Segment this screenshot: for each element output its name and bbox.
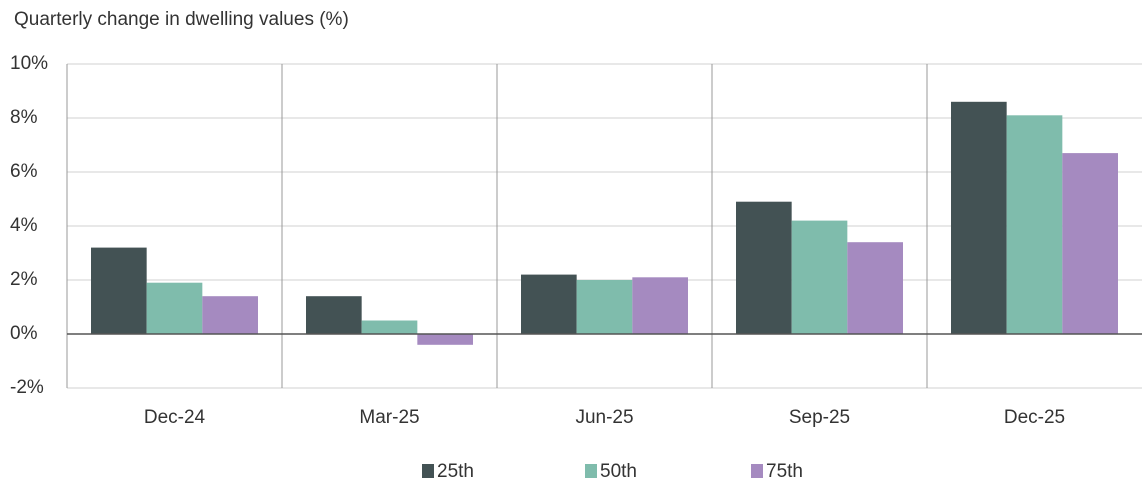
bar	[361, 320, 418, 334]
legend-label: 75th	[766, 461, 803, 481]
y-tick-label: 8%	[10, 107, 38, 128]
y-tick-label: 4%	[10, 215, 38, 236]
bar	[306, 296, 362, 334]
legend-swatch	[422, 464, 434, 478]
bar	[1062, 153, 1118, 334]
chart-title: Quarterly change in dwelling values (%)	[14, 9, 349, 30]
bar	[632, 277, 688, 334]
legend-label: 25th	[437, 461, 474, 481]
y-tick-label: 2%	[10, 269, 38, 290]
x-tick-label: Sep-25	[789, 407, 850, 428]
y-tick-label: -2%	[10, 377, 44, 398]
x-tick-label: Jun-25	[575, 407, 633, 428]
y-tick-label: 0%	[10, 323, 38, 344]
bar	[521, 274, 577, 334]
bar	[736, 201, 792, 334]
bar	[91, 247, 147, 334]
legend-swatch	[585, 464, 597, 478]
legend-label: 50th	[600, 461, 637, 481]
y-tick-label: 6%	[10, 161, 38, 182]
bar	[417, 334, 473, 345]
bar	[202, 296, 258, 334]
bar	[576, 280, 633, 334]
y-tick-label: 10%	[10, 53, 48, 74]
x-tick-label: Dec-24	[144, 407, 206, 428]
bar	[791, 220, 848, 334]
x-tick-label: Dec-25	[1004, 407, 1065, 428]
bar	[847, 242, 903, 334]
bar	[146, 282, 203, 334]
bar	[1006, 115, 1063, 334]
legend-swatch	[751, 464, 763, 478]
bar	[951, 101, 1007, 334]
x-tick-label: Mar-25	[359, 407, 419, 428]
